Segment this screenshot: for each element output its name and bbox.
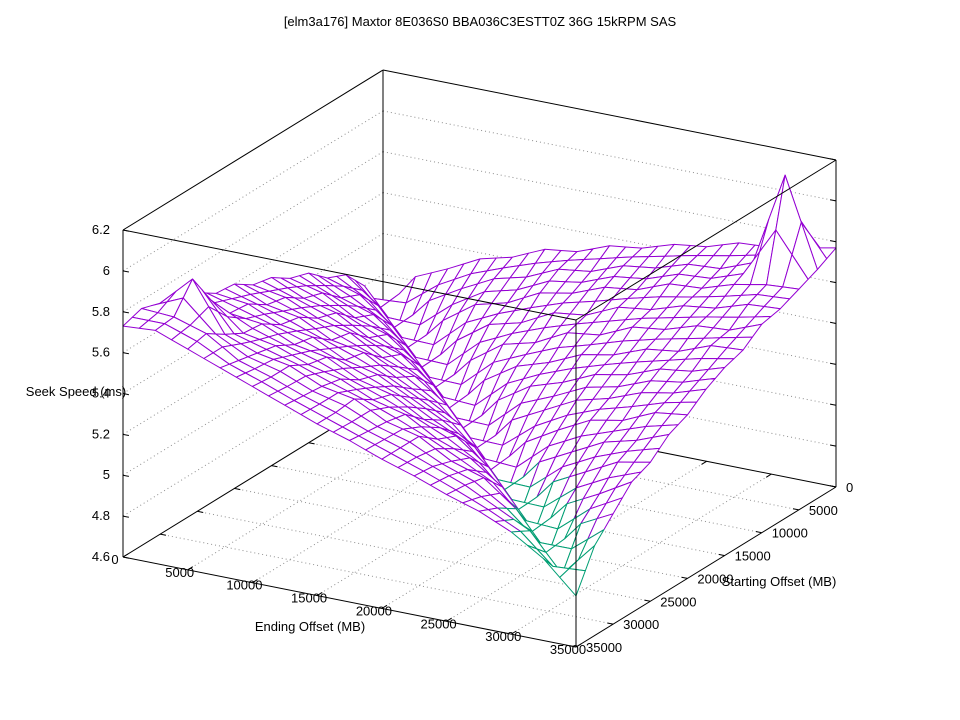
svg-text:0: 0 [846, 480, 853, 495]
svg-text:35000: 35000 [586, 640, 622, 655]
svg-text:0: 0 [111, 552, 118, 567]
tick-labels: 0500010000150002000025000300003500005000… [92, 222, 853, 657]
svg-text:5000: 5000 [165, 565, 194, 580]
surface-mesh [122, 174, 837, 597]
svg-text:10000: 10000 [772, 526, 808, 541]
y-axis-label: Starting Offset (MB) [722, 574, 837, 589]
axis-ticks [122, 158, 837, 648]
svg-text:6.2: 6.2 [92, 222, 110, 237]
svg-text:5.4: 5.4 [92, 386, 110, 401]
svg-text:4.6: 4.6 [92, 549, 110, 564]
front-border [122, 159, 837, 648]
svg-text:20000: 20000 [697, 571, 733, 586]
svg-text:25000: 25000 [660, 594, 696, 609]
svg-text:10000: 10000 [226, 578, 262, 593]
svg-text:5.6: 5.6 [92, 345, 110, 360]
chart-title: [elm3a176] Maxtor 8E036S0 BBA036C3ESTT0Z… [284, 14, 677, 29]
svg-text:6: 6 [103, 263, 110, 278]
svg-text:30000: 30000 [485, 629, 521, 644]
svg-text:35000: 35000 [550, 642, 586, 657]
svg-text:4.8: 4.8 [92, 508, 110, 523]
z-axis-label: Seek Speed (ms) [26, 384, 126, 399]
svg-text:20000: 20000 [356, 603, 392, 618]
svg-text:15000: 15000 [291, 591, 327, 606]
svg-text:5: 5 [103, 467, 110, 482]
svg-text:5000: 5000 [809, 503, 838, 518]
svg-text:25000: 25000 [421, 616, 457, 631]
svg-text:15000: 15000 [735, 549, 771, 564]
svg-text:5.8: 5.8 [92, 304, 110, 319]
x-axis-label: Ending Offset (MB) [255, 619, 365, 634]
svg-text:30000: 30000 [623, 617, 659, 632]
svg-text:5.2: 5.2 [92, 426, 110, 441]
